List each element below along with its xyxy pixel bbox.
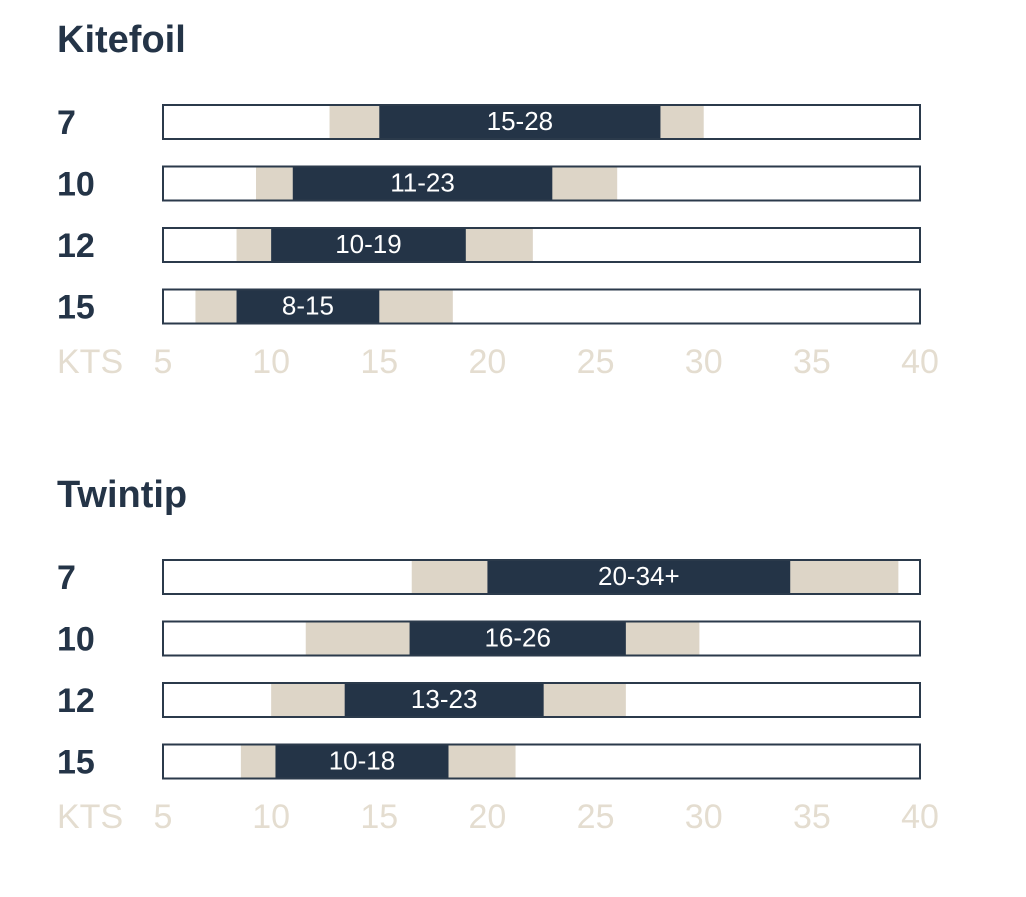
range-label: 10-18 [329, 745, 396, 775]
x-tick-label: 15 [360, 798, 398, 836]
optimal-range [487, 561, 791, 593]
x-tick-label: 20 [469, 343, 507, 381]
optimal-range [236, 290, 380, 323]
optimal-range [275, 745, 449, 778]
range-label: 10-19 [335, 229, 402, 259]
range-label: 16-26 [484, 622, 551, 652]
range-label: 11-23 [390, 167, 455, 197]
range-label: 20-34+ [598, 561, 680, 591]
x-tick-label: 35 [793, 343, 831, 381]
chart-title: Twintip [57, 474, 187, 516]
x-tick-label: 25 [577, 798, 615, 836]
x-tick-label: 25 [577, 343, 615, 381]
x-tick-label: 10 [252, 343, 290, 381]
x-tick-label: 15 [360, 343, 398, 381]
category-label: 7 [57, 559, 76, 597]
axis-label: KTS [57, 343, 123, 381]
range-label: 8-15 [282, 290, 334, 320]
category-label: 7 [57, 104, 76, 142]
optimal-range [292, 167, 553, 200]
range-label: 15-28 [487, 106, 554, 136]
x-tick-label: 20 [469, 798, 507, 836]
x-tick-label: 5 [154, 343, 173, 381]
category-label: 10 [57, 620, 95, 658]
x-tick-label: 35 [793, 798, 831, 836]
optimal-range [271, 229, 466, 261]
x-tick-label: 40 [901, 343, 939, 381]
x-tick-label: 30 [685, 343, 723, 381]
range-label: 13-23 [411, 684, 478, 714]
category-label: 12 [57, 227, 95, 265]
chart-title: Kitefoil [57, 19, 186, 61]
optimal-range [344, 684, 544, 716]
optimal-range [409, 622, 626, 655]
optimal-range [379, 106, 661, 138]
category-label: 12 [57, 682, 95, 720]
x-tick-label: 40 [901, 798, 939, 836]
axis-label: KTS [57, 798, 123, 836]
x-tick-label: 10 [252, 798, 290, 836]
x-tick-label: 30 [685, 798, 723, 836]
category-label: 15 [57, 743, 95, 781]
category-label: 10 [57, 165, 95, 203]
x-tick-label: 5 [154, 798, 173, 836]
category-label: 15 [57, 288, 95, 326]
